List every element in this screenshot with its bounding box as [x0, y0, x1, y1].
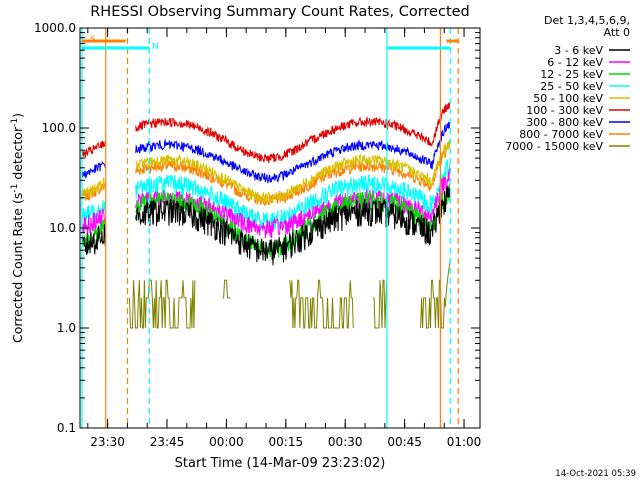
series-5-path [81, 101, 451, 164]
band-label-N: N [152, 42, 159, 52]
legend-label-7: 800 - 7000 keV [519, 128, 603, 141]
x-tick-label-2: 00:00 [209, 435, 244, 449]
legend-label-8: 7000 - 15000 keV [505, 140, 603, 153]
legend-label-1: 6 - 12 keV [547, 56, 603, 69]
band-label-S: S [90, 35, 96, 45]
legend-header-1: Att 0 [604, 26, 630, 39]
series-6-path [81, 121, 451, 184]
y-tick-label-0: 0.1 [57, 421, 76, 435]
y-tick-label-3: 100.0 [42, 121, 76, 135]
series-0-path [81, 185, 451, 266]
series-0-line [81, 185, 451, 266]
series-5-line [81, 101, 451, 164]
chart-title: RHESSI Observing Summary Count Rates, Co… [90, 4, 470, 20]
y-axis-label: Corrected Count Rate (s-1 detector-1) [10, 113, 25, 343]
series-4-path [81, 140, 451, 204]
x-axis-label: Start Time (14-Mar-09 23:23:02) [175, 456, 386, 471]
legend-label-3: 25 - 50 keV [540, 80, 603, 93]
legend-header-0: Det 1,3,4,5,6,9, [544, 14, 630, 27]
x-tick-label-0: 23:30 [90, 435, 125, 449]
legend-label-6: 300 - 800 keV [526, 116, 603, 129]
y-tick-label-2: 10.0 [49, 221, 76, 235]
x-tick-label-5: 00:45 [387, 435, 422, 449]
series-4-line [81, 140, 451, 204]
x-tick-label-4: 00:30 [328, 435, 363, 449]
y-tick-label-1: 1.0 [57, 321, 76, 335]
x-tick-label-1: 23:45 [150, 435, 185, 449]
generation-timestamp: 14-Oct-2021 05:39 [555, 469, 636, 479]
legend-label-5: 100 - 300 keV [526, 104, 603, 117]
series-6-line [81, 121, 451, 184]
x-tick-label-6: 01:00 [447, 435, 482, 449]
legend-label-4: 50 - 100 keV [533, 92, 603, 105]
legend-label-2: 12 - 25 keV [540, 68, 603, 81]
series-8-line [129, 260, 451, 329]
legend-label-0: 3 - 6 keV [554, 44, 603, 57]
y-tick-label-4: 1000.0 [34, 21, 76, 35]
x-tick-label-3: 00:15 [269, 435, 304, 449]
series-8-path [129, 260, 451, 329]
